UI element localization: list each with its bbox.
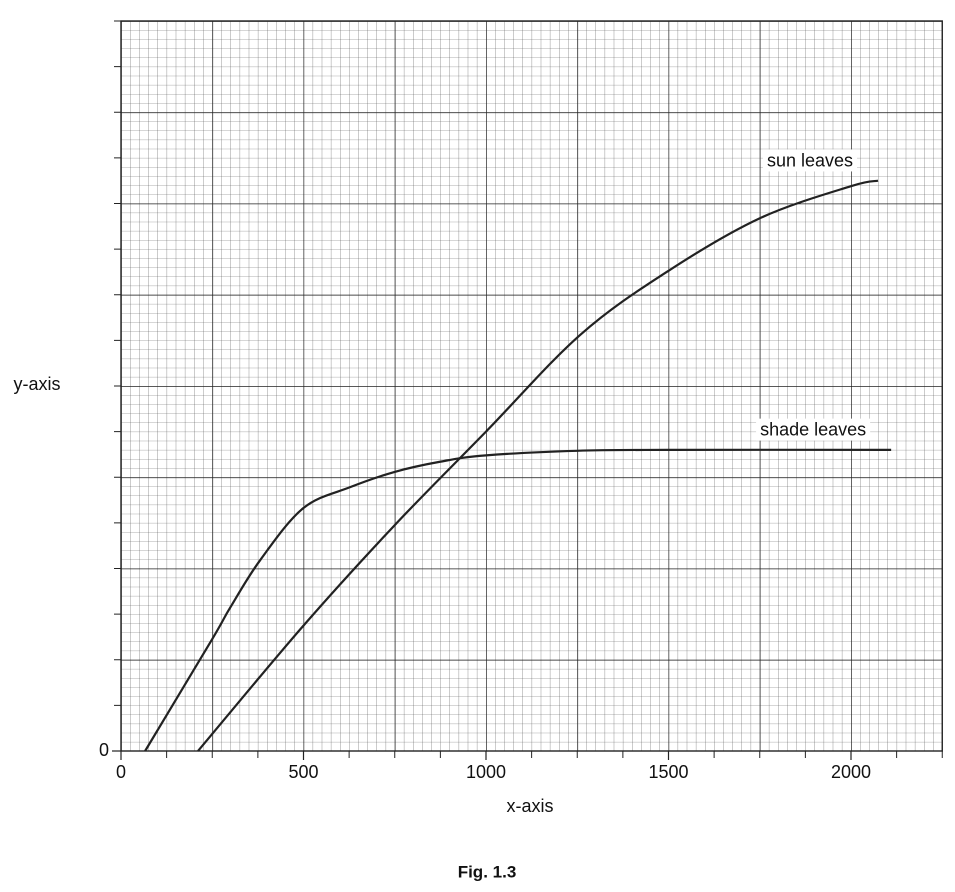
- line: [144, 448, 892, 752]
- y-tick-label: 0: [99, 740, 109, 760]
- x-axis-label: x-axis: [506, 796, 553, 816]
- x-tick-label: 1500: [648, 762, 688, 782]
- x-tick-label: 0: [116, 762, 126, 782]
- label-background: [762, 149, 858, 172]
- graph-paper-major: [121, 21, 943, 751]
- plot-area: [120, 20, 943, 752]
- line: [197, 179, 879, 752]
- y-axis-label: y-axis: [13, 374, 60, 394]
- label-background: [756, 418, 871, 441]
- x-tick-label: 1000: [466, 762, 506, 782]
- series-label: shade leaves: [760, 420, 866, 440]
- caption: Fig. 1.3: [458, 862, 517, 881]
- x-tick-label: 2000: [831, 762, 871, 782]
- series-label: sun leaves: [767, 150, 853, 170]
- x-tick-label: 500: [288, 762, 318, 782]
